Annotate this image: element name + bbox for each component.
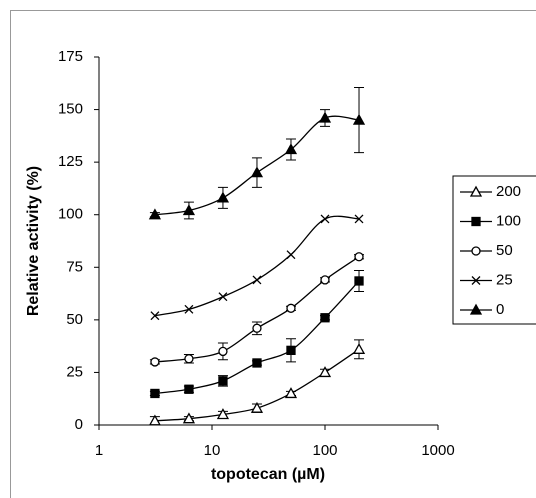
marker (182, 204, 196, 216)
y-tick-label: 100 (58, 206, 83, 223)
marker (218, 346, 228, 357)
x-tick-label: 10 (204, 442, 221, 459)
marker (284, 387, 298, 399)
marker (218, 292, 228, 302)
x-tick-label: 1 (95, 442, 103, 459)
legend-label: 200 (496, 183, 521, 200)
marker (320, 214, 330, 224)
x-axis-title: topotecan (µM) (211, 466, 325, 483)
marker (184, 354, 194, 364)
legend-marker (469, 303, 483, 315)
y-tick-label: 25 (66, 363, 83, 380)
marker (150, 357, 160, 367)
marker (286, 345, 296, 355)
marker (150, 388, 160, 399)
marker (184, 304, 194, 314)
series-line (154, 215, 360, 317)
legend-label: 100 (496, 212, 521, 229)
marker (318, 111, 332, 123)
y-axis-title: Relative activity (%) (25, 166, 42, 316)
marker (286, 303, 296, 313)
marker (354, 276, 364, 286)
series-line (154, 256, 360, 363)
legend-label: 25 (496, 271, 513, 288)
x-tick-label: 100 (312, 442, 337, 459)
marker (252, 275, 262, 285)
y-tick-label: 175 (58, 48, 83, 65)
legend-marker (469, 185, 483, 197)
marker (252, 323, 262, 333)
marker (218, 376, 228, 386)
marker (352, 342, 366, 354)
y-tick-label: 150 (58, 101, 83, 118)
legend-label: 0 (496, 301, 504, 318)
y-tick-label: 50 (66, 311, 83, 328)
legend-marker (471, 246, 481, 256)
marker (250, 166, 264, 178)
marker (216, 191, 230, 203)
marker (284, 143, 298, 155)
marker (184, 384, 194, 394)
chart-frame (10, 10, 536, 498)
marker (320, 275, 330, 285)
marker (352, 113, 366, 125)
y-tick-label: 0 (75, 416, 83, 433)
legend-marker (471, 276, 481, 285)
marker (216, 408, 230, 420)
marker (150, 311, 160, 321)
marker (252, 358, 262, 368)
legend-label: 50 (496, 242, 513, 259)
marker (320, 313, 330, 323)
marker (182, 412, 196, 424)
marker (354, 252, 364, 262)
marker (148, 414, 162, 426)
marker (354, 214, 364, 224)
marker (250, 401, 264, 413)
marker (148, 208, 162, 220)
x-tick-label: 1000 (421, 442, 454, 459)
marker (318, 366, 332, 378)
legend-marker (471, 216, 481, 227)
y-tick-label: 125 (58, 153, 83, 170)
marker (286, 250, 296, 260)
legend-box (452, 175, 536, 325)
y-tick-label: 75 (66, 258, 83, 275)
